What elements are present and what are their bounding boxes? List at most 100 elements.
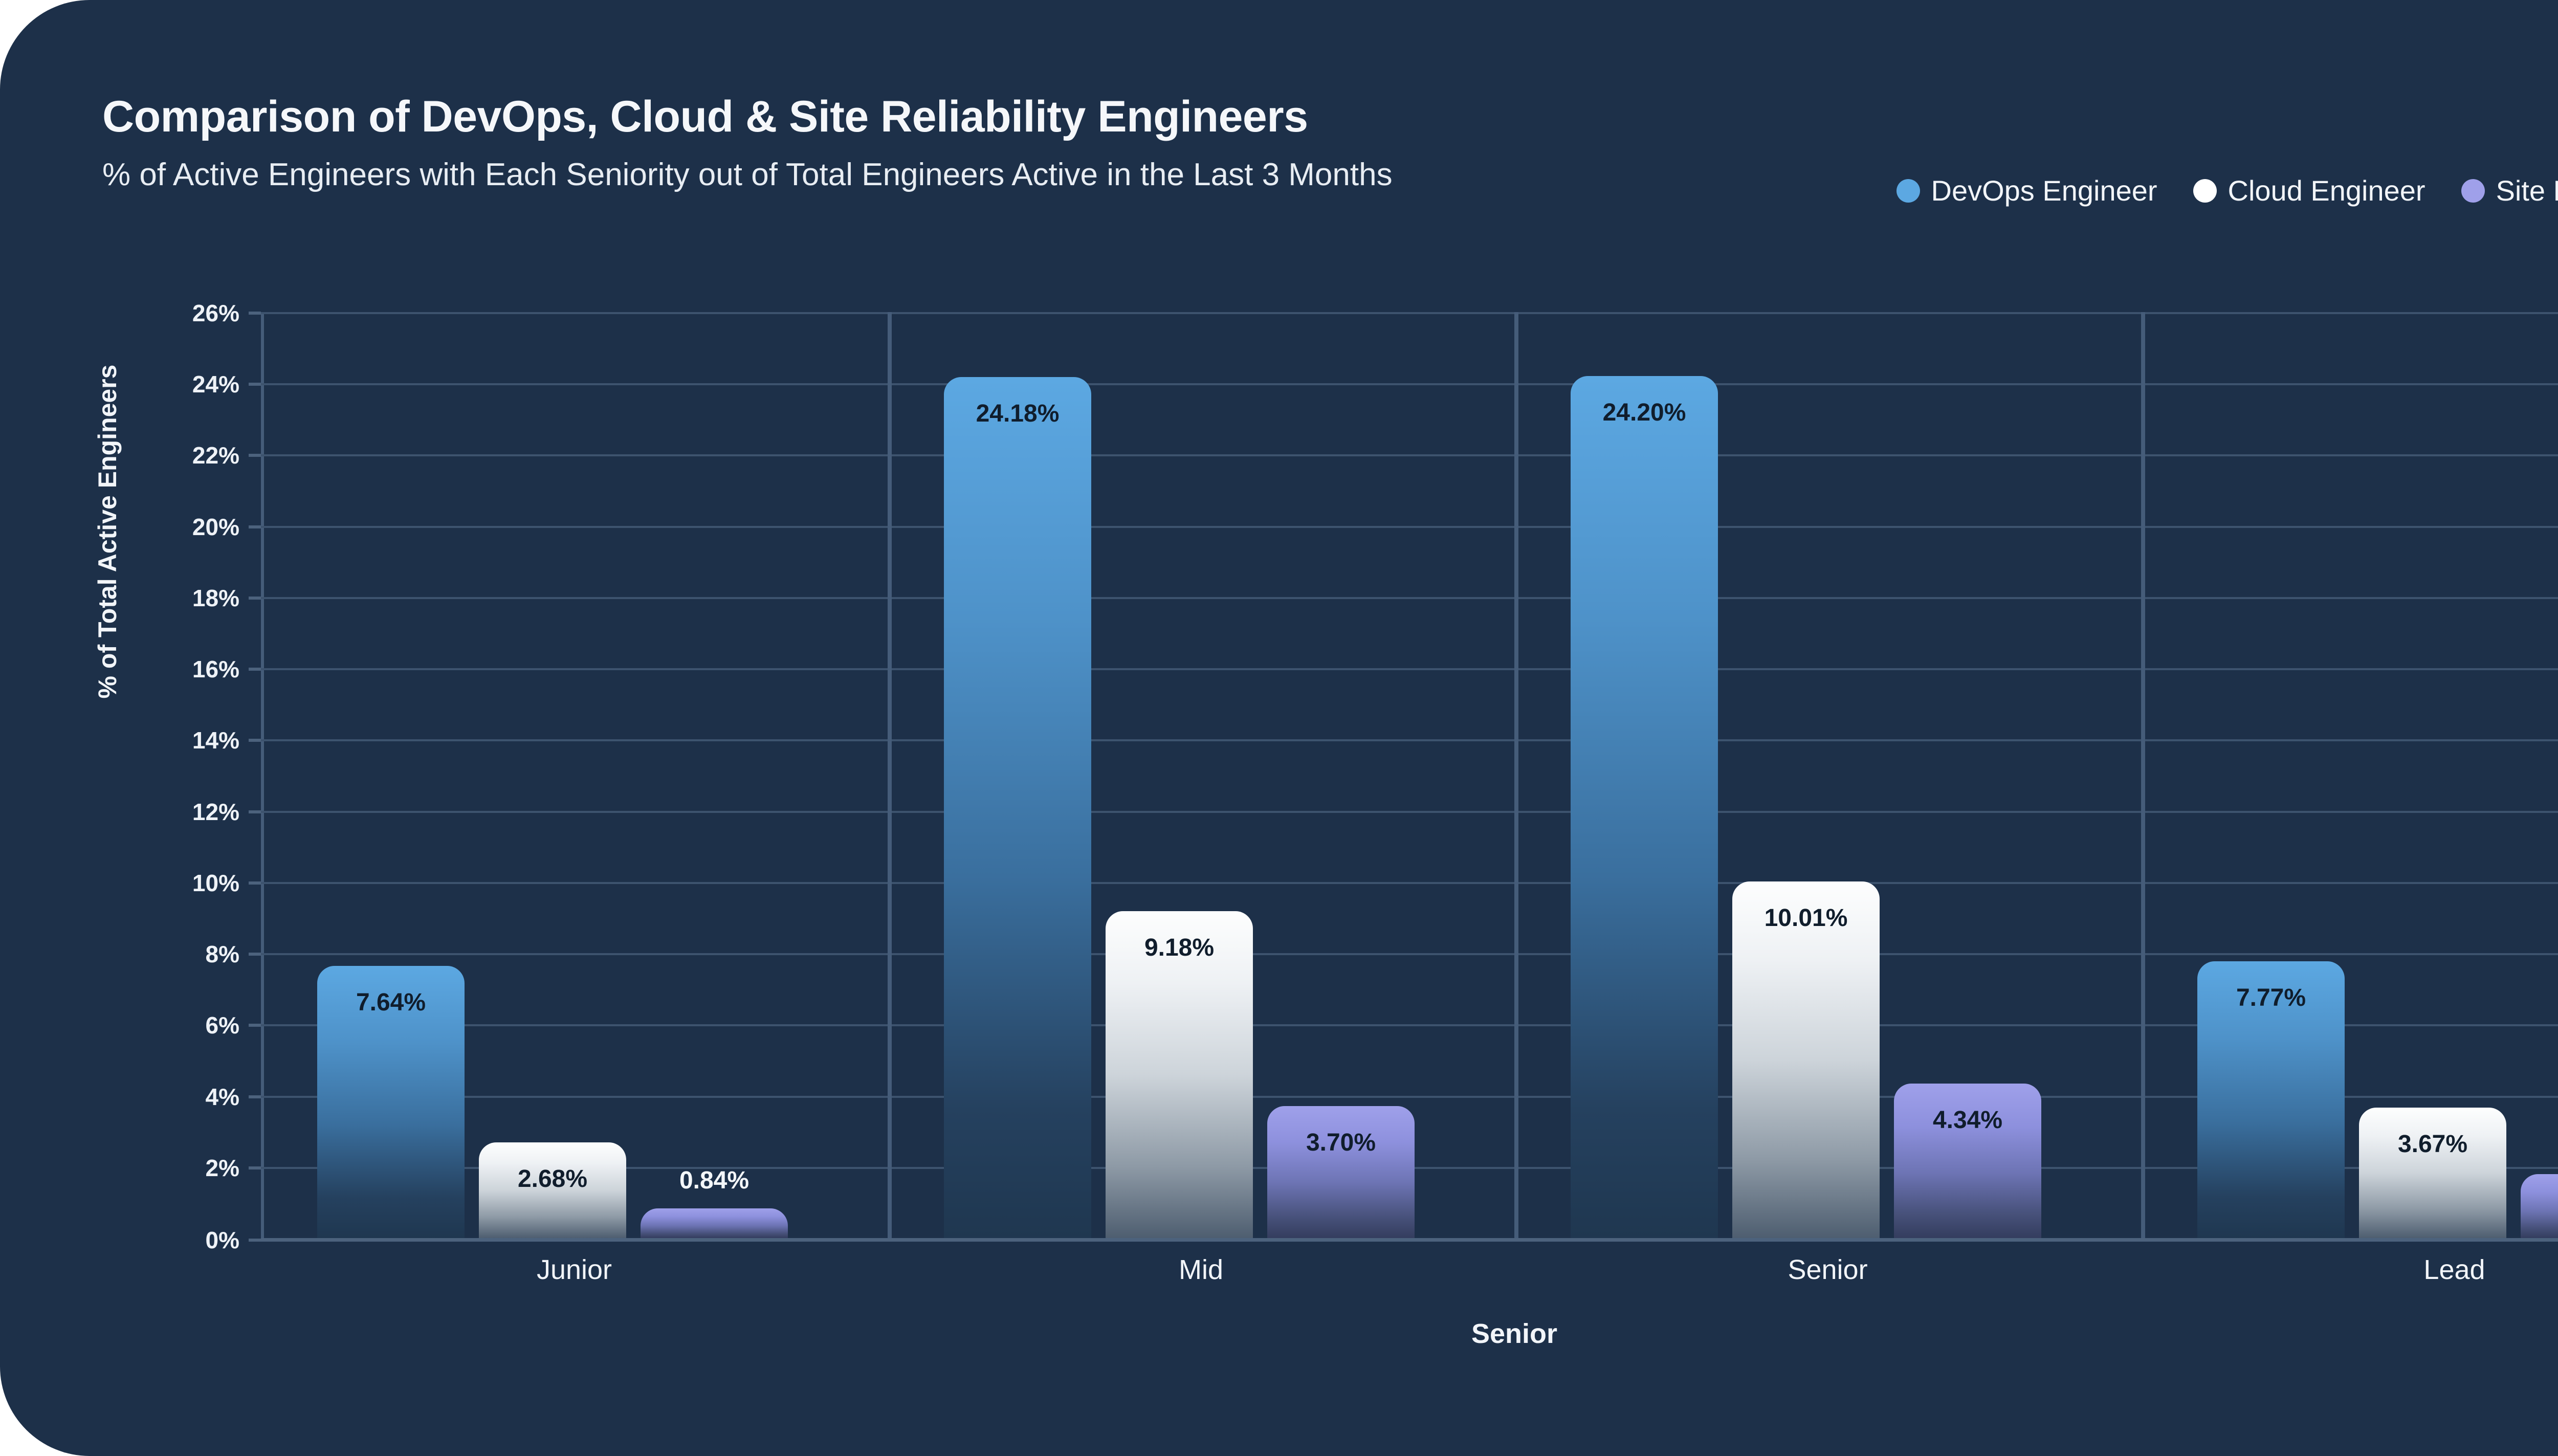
y-axis-tick xyxy=(249,881,261,885)
y-axis-tick xyxy=(249,1095,261,1098)
bar[interactable]: 0.84% xyxy=(641,1168,788,1238)
y-axis-tick-label: 12% xyxy=(192,798,239,825)
legend-item-label: Site Reliability Engineer xyxy=(2496,174,2558,207)
y-axis-tick-label: 26% xyxy=(192,300,239,326)
chart-subtitle: % of Active Engineers with Each Seniorit… xyxy=(102,157,1393,192)
y-axis-tick xyxy=(249,525,261,528)
y-axis-tick xyxy=(249,668,261,671)
bar[interactable]: 24.20% xyxy=(1571,376,1718,1238)
bar-group-mid: 24.18% 9.18% 3.70% xyxy=(888,312,1514,1238)
legend-item[interactable]: DevOps Engineer xyxy=(1896,174,2157,207)
y-axis-tick-label: 16% xyxy=(192,656,239,683)
gridline: 8% xyxy=(206,941,2558,967)
gridline: 24% xyxy=(192,371,2558,398)
y-axis-tick xyxy=(249,312,261,315)
y-axis-tick-label: 0% xyxy=(205,1226,239,1253)
bar-value-label: 7.77% xyxy=(2236,984,2306,1012)
y-axis-tick-label: 24% xyxy=(192,371,239,398)
bar-value-label: 9.18% xyxy=(1144,934,1215,961)
y-axis-tick-label: 14% xyxy=(192,727,239,754)
y-axis-tick xyxy=(249,1166,261,1170)
plot-area: 26% 24% 22% 20% 18% 16% 14% 12% 10% 8% 6% 4% 2% 0% 7.… xyxy=(192,300,2558,1253)
y-axis-tick xyxy=(249,596,261,600)
gridline: 18% xyxy=(192,585,2558,611)
y-axis-tick xyxy=(249,454,261,457)
y-axis-tick-label: 8% xyxy=(205,941,239,968)
bar[interactable]: 10.01% xyxy=(1732,881,1880,1238)
x-axis-category-label: Lead xyxy=(2423,1254,2485,1285)
y-axis-tick-label: 10% xyxy=(192,869,239,896)
gridline: 10% xyxy=(192,870,2558,896)
x-axis-category-label: Senior xyxy=(1788,1254,1868,1285)
bar-value-label: 2.68% xyxy=(517,1165,588,1193)
legend-dot-icon xyxy=(1896,179,1920,203)
y-axis-tick xyxy=(249,953,261,956)
y-axis-tick-label: 2% xyxy=(205,1154,239,1181)
y-axis-tick xyxy=(249,383,261,386)
bar-groups: 7.64% 2.68% 0.84% 24.18% 9.18% 3.70% 24.20% 10.… xyxy=(261,312,2558,1238)
y-axis-tick-label: 22% xyxy=(192,442,239,469)
y-axis-tick xyxy=(249,1024,261,1027)
gridline: 22% xyxy=(192,442,2558,469)
bar-value-label: 4.34% xyxy=(1932,1106,2003,1134)
bar-value-label: 0.84% xyxy=(679,1166,749,1194)
legend-item[interactable]: Cloud Engineer xyxy=(2193,177,2425,205)
bar[interactable]: 2.68% xyxy=(479,1142,626,1238)
y-axis-tick xyxy=(249,739,261,742)
bar-value-label: 24.20% xyxy=(1602,399,1686,427)
legend-item-label: DevOps Engineer xyxy=(1931,174,2157,207)
y-axis-tick xyxy=(249,1238,261,1242)
bar[interactable]: 1.79% xyxy=(2521,1174,2558,1238)
bar-value-label: 10.01% xyxy=(1764,905,1848,932)
x-axis-category-label: Mid xyxy=(1178,1254,1223,1285)
legend-dot-icon xyxy=(2461,179,2485,203)
legend-item[interactable]: Site Reliability Engineer xyxy=(2461,177,2558,205)
y-axis-tick-label: 6% xyxy=(205,1012,239,1039)
category-divider xyxy=(2141,312,2145,1238)
bar[interactable]: 9.18% xyxy=(1106,911,1253,1238)
gridline: 12% xyxy=(192,799,2558,825)
x-axis-category-label: Junior xyxy=(536,1254,612,1285)
bar-group-junior: 7.64% 2.68% 0.84% xyxy=(261,312,888,1238)
bar-value-label: 1.79% xyxy=(2521,1199,2558,1223)
gridline: 4% xyxy=(206,1084,2558,1110)
bar[interactable]: 7.64% xyxy=(317,966,465,1238)
x-axis-title: Senior xyxy=(1471,1318,1558,1349)
bar[interactable]: 4.34% xyxy=(1894,1083,2041,1238)
legend-item-label: Cloud Engineer xyxy=(2228,174,2425,207)
bars-container: 24.18% 9.18% 3.70% xyxy=(888,312,1514,1238)
bars-container: 24.20% 10.01% 4.34% xyxy=(1514,312,2141,1238)
x-axis-line: 0% xyxy=(206,1227,2558,1253)
chart-header: Comparison of DevOps, Cloud & Site Relia… xyxy=(102,95,2558,192)
gridline: 26% xyxy=(192,300,2558,326)
gridline: 20% xyxy=(192,514,2558,540)
bar[interactable]: 7.77% xyxy=(2197,961,2345,1238)
bars-container: 7.64% 2.68% 0.84% xyxy=(261,312,888,1238)
y-axis-tick-label: 4% xyxy=(205,1083,239,1110)
chart-legend: DevOps Engineer Cloud Engineer Site Reliab… xyxy=(1896,174,2558,207)
bar-value-label: 3.70% xyxy=(1306,1129,1376,1157)
y-axis-tick-label: 20% xyxy=(192,513,239,540)
bar-value-label: 3.67% xyxy=(2397,1130,2468,1158)
bar-group-lead: 7.77% 3.67% 1.79% xyxy=(2141,312,2558,1238)
x-axis-labels: Junior Mid Senior Lead xyxy=(261,1256,2558,1284)
legend-dot-icon xyxy=(2193,179,2217,203)
y-axis-tick xyxy=(249,810,261,813)
bar[interactable]: 3.67% xyxy=(2359,1107,2506,1238)
gridline: 6% xyxy=(206,1012,2558,1039)
gridline: 16% xyxy=(192,656,2558,682)
y-axis-line xyxy=(261,312,264,1238)
page-title: Comparison of DevOps, Cloud & Site Relia… xyxy=(102,92,1308,141)
bar[interactable]: 3.70% xyxy=(1267,1106,1415,1238)
bar[interactable]: 24.18% xyxy=(944,377,1091,1238)
gridline: 14% xyxy=(192,727,2558,754)
bar-value-label: 24.18% xyxy=(976,400,1060,427)
bar-value-label: 7.64% xyxy=(356,989,426,1017)
bars-container: 7.77% 3.67% 1.79% xyxy=(2141,312,2558,1238)
category-divider xyxy=(888,312,892,1238)
category-divider xyxy=(1514,312,1518,1238)
bar-group-senior: 24.20% 10.01% 4.34% xyxy=(1514,312,2141,1238)
y-axis-tick-label: 18% xyxy=(192,584,239,611)
